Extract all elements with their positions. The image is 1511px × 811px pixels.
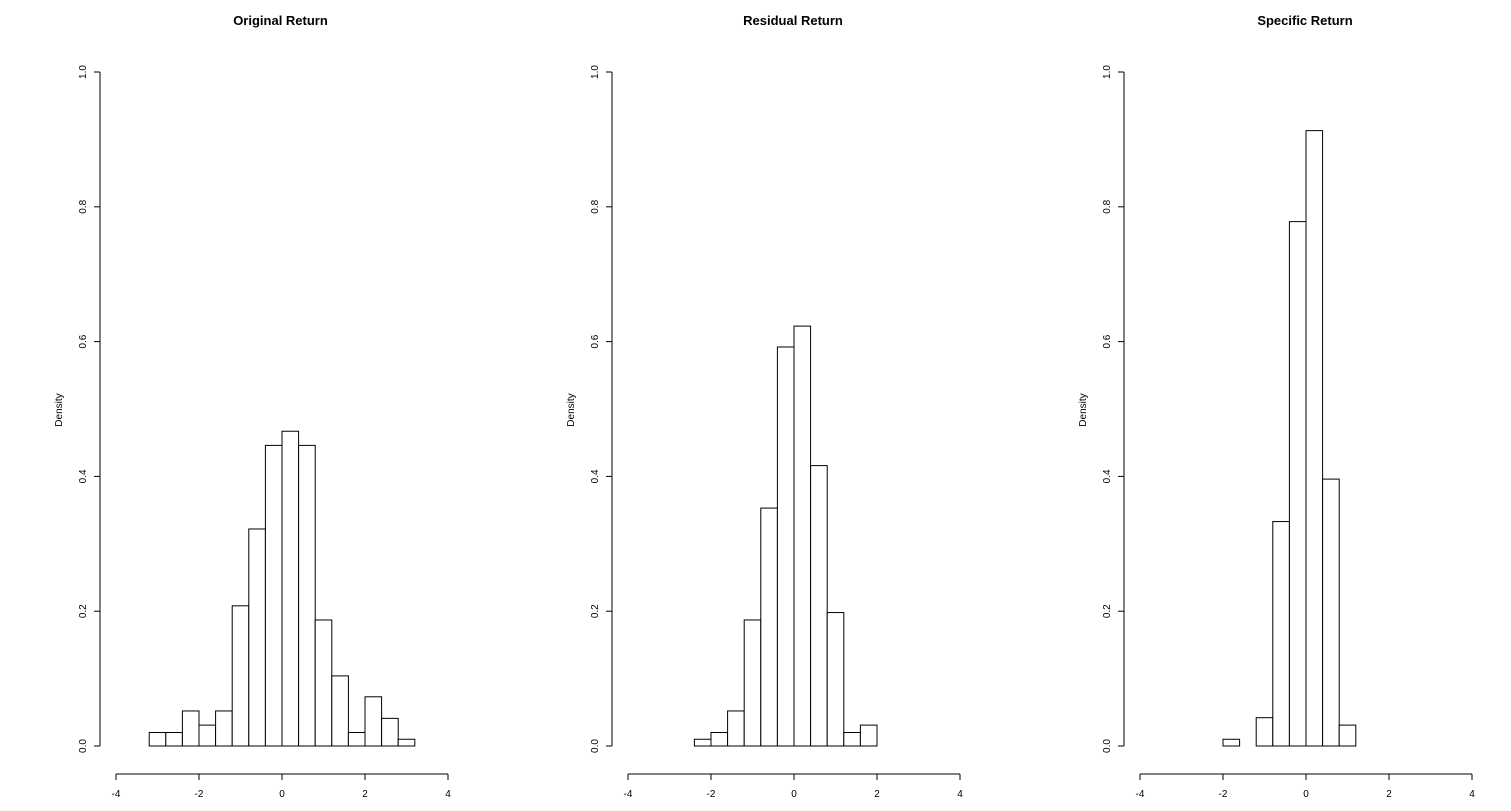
x-tick-label: 4 — [445, 789, 451, 800]
y-tick-label: 0.2 — [78, 604, 89, 618]
histogram-bar — [248, 528, 266, 747]
histogram-bar — [859, 724, 878, 747]
histogram-bar — [148, 732, 167, 747]
histogram-bar — [693, 738, 712, 747]
y-tick-label: 0.0 — [590, 739, 601, 753]
histogram-bar — [826, 612, 845, 747]
y-tick-label: 0.8 — [590, 199, 601, 213]
histogram-bar — [181, 710, 200, 747]
histogram-bar — [215, 710, 233, 747]
bars — [1222, 130, 1357, 747]
x-tick-label: -4 — [112, 789, 121, 800]
histogram-bar — [381, 717, 399, 747]
x-tick-label: 0 — [279, 789, 285, 800]
histogram-bar — [760, 507, 778, 747]
y-tick-label: 0.0 — [78, 739, 89, 753]
histogram-bar — [198, 724, 217, 747]
histogram-bar — [810, 465, 828, 747]
x-axis: -4 -2 0 2 4 — [624, 773, 963, 800]
histogram-bar — [727, 710, 745, 747]
histogram-bar — [314, 619, 333, 747]
y-axis: 0.0 0.2 0.4 0.6 0.8 1.0 — [590, 65, 613, 753]
histogram-bar — [1255, 717, 1274, 747]
histogram-bar — [264, 444, 283, 747]
histogram-bar — [843, 732, 861, 747]
y-axis-label: Density — [54, 393, 65, 426]
histogram-bar — [364, 696, 383, 747]
histogram-bar — [331, 675, 349, 747]
x-tick-label: -2 — [707, 789, 716, 800]
histogram-bar — [1272, 521, 1290, 747]
bars — [148, 430, 416, 747]
y-tick-label: 0.2 — [1102, 604, 1113, 618]
histogram-bar — [776, 346, 795, 747]
x-tick-label: -2 — [1219, 789, 1228, 800]
histogram-bar — [298, 444, 316, 747]
histogram-bar — [397, 738, 416, 747]
histogram-bar — [710, 732, 729, 747]
panel-title: Original Return — [233, 13, 328, 28]
panel-residual-return: Residual Return Density 0.0 0.2 0.4 0.6 0.8 1… — [566, 13, 963, 800]
y-tick-label: 0.0 — [1102, 739, 1113, 753]
x-tick-label: 2 — [874, 789, 880, 800]
histogram-bar — [1305, 130, 1324, 747]
x-tick-label: 0 — [791, 789, 797, 800]
y-tick-label: 0.2 — [590, 604, 601, 618]
histogram-bar — [231, 605, 250, 747]
histogram-bar — [347, 732, 366, 747]
panel-title: Specific Return — [1257, 13, 1352, 28]
panel-title: Residual Return — [743, 13, 843, 28]
y-tick-label: 0.4 — [590, 469, 601, 483]
y-tick-label: 0.4 — [1102, 469, 1113, 483]
y-tick-label: 0.6 — [590, 334, 601, 348]
y-tick-label: 1.0 — [590, 65, 601, 79]
y-axis: 0.0 0.2 0.4 0.6 0.8 1.0 — [78, 65, 101, 753]
histogram-bar — [1338, 724, 1357, 747]
histogram-bar — [743, 619, 762, 747]
y-axis: 0.0 0.2 0.4 0.6 0.8 1.0 — [1102, 65, 1125, 753]
x-axis: -4 -2 0 2 4 — [1136, 773, 1475, 800]
y-tick-label: 0.8 — [78, 199, 89, 213]
x-tick-label: -2 — [195, 789, 204, 800]
histogram-bar — [281, 430, 300, 747]
histogram-bar — [793, 325, 812, 747]
histogram-bar — [1222, 738, 1241, 747]
y-tick-label: 0.8 — [1102, 199, 1113, 213]
y-axis-label: Density — [566, 393, 577, 426]
x-tick-label: 4 — [1469, 789, 1475, 800]
x-tick-label: -4 — [1136, 789, 1145, 800]
panel-original-return: Original Return Density 0.0 0.2 0.4 0.6 0.8 1… — [54, 13, 451, 800]
histogram-bar — [1288, 221, 1307, 747]
y-axis-label: Density — [1078, 393, 1089, 426]
x-axis: -4 -2 0 2 4 — [112, 773, 451, 800]
histogram-bar — [165, 732, 183, 747]
y-tick-label: 0.6 — [78, 334, 89, 348]
x-tick-label: 2 — [1386, 789, 1392, 800]
histogram-bar — [1322, 478, 1340, 747]
y-tick-label: 1.0 — [1102, 65, 1113, 79]
y-tick-label: 0.6 — [1102, 334, 1113, 348]
panel-specific-return: Specific Return Density 0.0 0.2 0.4 0.6 0.8 1… — [1078, 13, 1475, 800]
y-tick-label: 0.4 — [78, 469, 89, 483]
bars — [693, 325, 878, 747]
x-tick-label: 4 — [957, 789, 963, 800]
x-tick-label: 2 — [362, 789, 368, 800]
x-tick-label: 0 — [1303, 789, 1309, 800]
x-tick-label: -4 — [624, 789, 633, 800]
y-tick-label: 1.0 — [78, 65, 89, 79]
